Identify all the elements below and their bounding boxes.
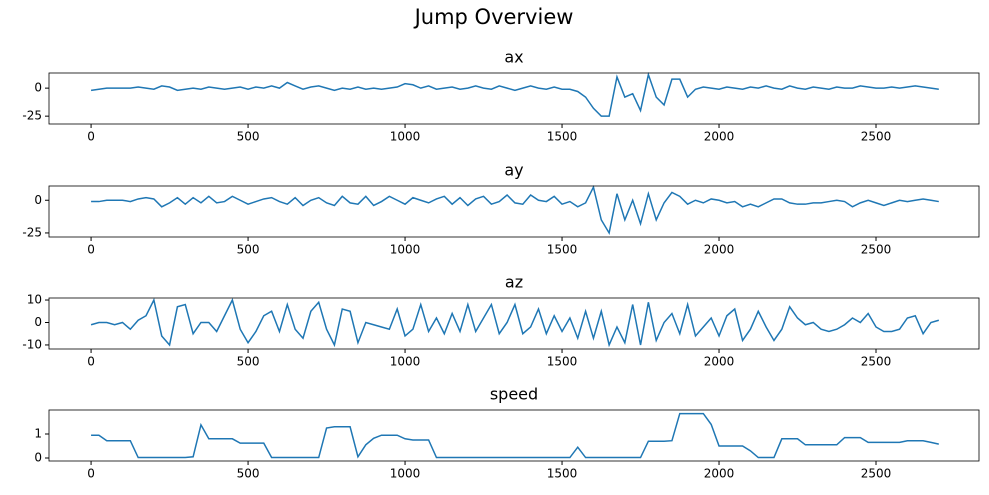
x-tick-label: 1000 <box>390 130 421 144</box>
x-tick-label: 1000 <box>390 243 421 257</box>
x-tick-label: 1500 <box>547 355 578 369</box>
panel-title: az <box>505 273 523 292</box>
y-tick-label: 10 <box>27 293 42 307</box>
axes-frame <box>48 409 980 462</box>
axes-frame <box>48 297 980 350</box>
x-tick-label: 2000 <box>704 243 735 257</box>
x-tick-label: 0 <box>87 355 95 369</box>
y-tick-label: 1 <box>34 427 42 441</box>
x-tick-label: 2000 <box>704 355 735 369</box>
x-tick-label: 1500 <box>547 467 578 481</box>
x-tick-label: 1500 <box>547 130 578 144</box>
y-tick-label: -25 <box>22 109 42 123</box>
data-line <box>91 185 939 235</box>
x-tick-label: 2500 <box>861 243 892 257</box>
data-line <box>91 412 939 459</box>
panel-title: ax <box>504 48 523 67</box>
y-tick-label: 0 <box>34 451 42 465</box>
x-tick-label: 2500 <box>861 130 892 144</box>
x-tick-label: 2000 <box>704 130 735 144</box>
figure-title: Jump Overview <box>413 5 574 29</box>
x-tick-label: 1000 <box>390 355 421 369</box>
panel-title: ay <box>504 161 523 180</box>
data-line <box>90 71 939 117</box>
x-tick-label: 500 <box>237 130 260 144</box>
x-tick-label: 500 <box>237 467 260 481</box>
x-tick-label: 2500 <box>861 467 892 481</box>
y-tick-label: -25 <box>22 225 42 239</box>
x-tick-label: 0 <box>87 243 95 257</box>
axes-frame <box>48 72 980 125</box>
x-tick-label: 0 <box>87 467 95 481</box>
y-tick-label: 0 <box>34 81 42 95</box>
x-tick-label: 500 <box>237 243 260 257</box>
panel-title: speed <box>490 385 538 404</box>
x-tick-label: 2000 <box>704 467 735 481</box>
x-tick-label: 500 <box>237 355 260 369</box>
axes-frame <box>48 185 980 238</box>
y-tick-label: 0 <box>34 315 42 329</box>
y-tick-label: 0 <box>34 193 42 207</box>
data-line <box>90 297 940 348</box>
y-tick-label: -10 <box>22 337 42 351</box>
x-tick-label: 1500 <box>547 243 578 257</box>
x-tick-label: 1000 <box>390 467 421 481</box>
x-tick-label: 0 <box>87 130 95 144</box>
x-tick-label: 2500 <box>861 355 892 369</box>
